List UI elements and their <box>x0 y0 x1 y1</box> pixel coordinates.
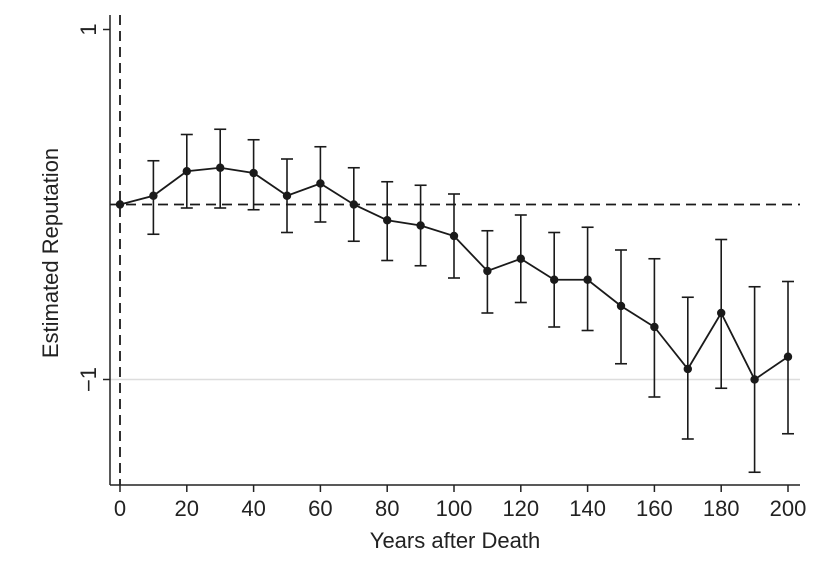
data-point <box>783 352 793 361</box>
data-point <box>650 322 659 332</box>
data-point <box>316 179 325 188</box>
data-point <box>683 364 692 374</box>
data-point <box>516 254 525 263</box>
axes: 0 20 40 60 80 100 120 140 160 180 200 1 −1 <box>76 15 806 521</box>
x-tick-label: 160 <box>636 496 673 521</box>
data-point <box>750 375 759 384</box>
data-point <box>149 191 158 200</box>
x-tick-label: 0 <box>114 496 126 521</box>
data-point <box>216 163 225 172</box>
x-tick-label: 180 <box>703 496 740 521</box>
x-tick-label: 200 <box>770 496 807 521</box>
data-point <box>383 216 392 225</box>
y-axis-title: Estimated Reputation <box>38 148 63 358</box>
x-tick-label: 20 <box>175 496 199 521</box>
y-tick-label: 1 <box>76 23 101 35</box>
plot-area <box>110 15 800 485</box>
x-tick-label: 120 <box>502 496 539 521</box>
x-tick-label: 100 <box>436 496 473 521</box>
x-tick-label: 140 <box>569 496 606 521</box>
x-tick-label: 60 <box>308 496 332 521</box>
data-point <box>449 231 459 241</box>
data-point <box>182 167 191 176</box>
data-point <box>282 191 292 200</box>
x-axis-title: Years after Death <box>370 528 540 553</box>
data-point <box>583 275 592 284</box>
data-point <box>416 221 425 230</box>
data-point <box>550 275 559 284</box>
y-tick-label: −1 <box>76 367 101 392</box>
x-tick-label: 80 <box>375 496 399 521</box>
data-point <box>115 200 125 209</box>
data-point <box>616 301 626 311</box>
data-point <box>483 266 492 276</box>
data-point <box>349 200 358 209</box>
x-tick-label: 40 <box>241 496 265 521</box>
data-point <box>249 168 258 178</box>
data-point <box>717 308 726 318</box>
